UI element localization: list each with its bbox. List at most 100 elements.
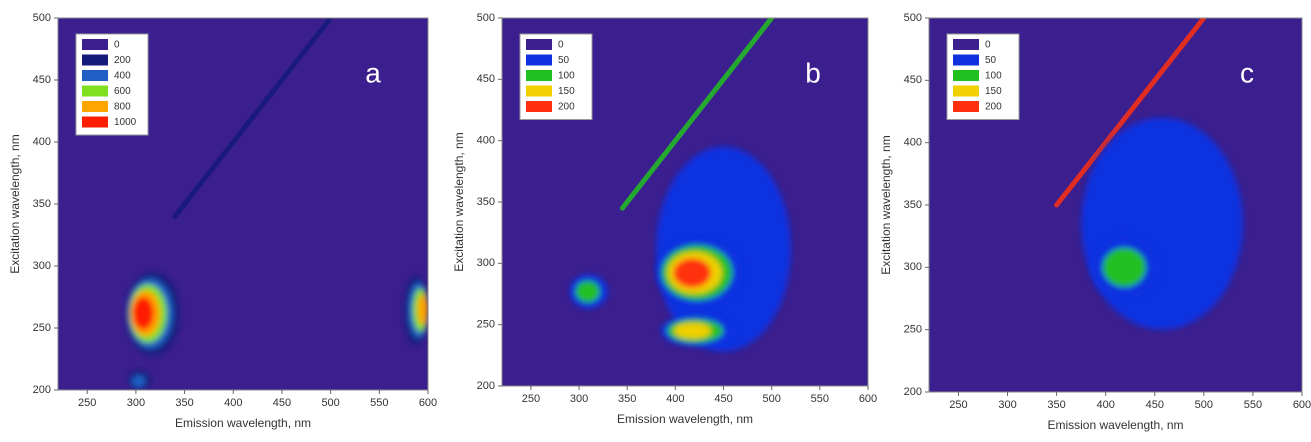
y-tick-label: 450 — [477, 73, 495, 85]
panel-label: a — [365, 57, 381, 88]
y-tick-label: 300 — [477, 257, 495, 269]
y-tick-label: 350 — [477, 196, 495, 208]
legend-swatch — [82, 70, 108, 81]
x-tick-label: 300 — [998, 399, 1016, 411]
legend-swatch — [82, 39, 108, 50]
x-tick-label: 250 — [522, 393, 540, 405]
legend-label: 200 — [558, 102, 575, 113]
y-tick-label: 500 — [904, 12, 922, 24]
legend-swatch — [82, 116, 108, 128]
legend-swatch — [953, 70, 979, 81]
x-tick-label: 500 — [321, 397, 339, 409]
legend-label: 0 — [114, 40, 120, 51]
panel-label: c — [1240, 57, 1254, 88]
x-axis-label: Emission wavelength, nm — [617, 412, 753, 426]
x-tick-label: 450 — [714, 393, 732, 405]
y-tick-label: 350 — [904, 199, 922, 211]
legend-label: 400 — [114, 71, 131, 82]
peak — [403, 275, 428, 346]
y-axis-label: Excitation wavelength, nm — [452, 132, 466, 271]
y-tick-label: 200 — [904, 386, 922, 398]
y-tick-label: 200 — [33, 384, 51, 396]
y-tick-label: 250 — [904, 324, 922, 336]
contour-level — [131, 375, 146, 388]
legend-label: 100 — [558, 71, 575, 82]
x-tick-label: 600 — [1293, 399, 1311, 411]
y-tick-label: 450 — [33, 74, 51, 86]
contour-level — [575, 280, 600, 303]
x-tick-label: 550 — [811, 393, 829, 405]
panel: 250 300 350 400 450 500 550 6002002503003504004… — [879, 12, 1311, 432]
legend-swatch — [526, 70, 552, 81]
x-tick-label: 400 — [224, 397, 242, 409]
legend-label: 100 — [985, 71, 1002, 82]
peak — [128, 370, 151, 390]
plot-area — [1054, 18, 1244, 330]
x-tick-label: 350 — [1047, 399, 1065, 411]
x-tick-label: 550 — [1244, 399, 1262, 411]
x-axis-label: Emission wavelength, nm — [175, 416, 311, 430]
legend-label: 800 — [114, 102, 131, 113]
y-axis-label: Excitation wavelength, nm — [879, 135, 893, 274]
legend-swatch — [526, 39, 552, 50]
legend-label: 0 — [558, 40, 564, 51]
y-tick-label: 200 — [477, 380, 495, 392]
peak — [1090, 236, 1160, 299]
scatter-line — [1054, 18, 1207, 208]
x-tick-label: 450 — [273, 397, 291, 409]
legend-label: 150 — [985, 86, 1002, 97]
contour-level — [674, 322, 712, 339]
y-tick-label: 400 — [477, 135, 495, 147]
panel: 250 300 350 400 450 500 550 6002002503003504004… — [452, 12, 877, 426]
legend-label: 0 — [985, 40, 991, 51]
y-tick-label: 350 — [33, 198, 51, 210]
x-tick-label: 400 — [1097, 399, 1115, 411]
x-tick-label: 250 — [949, 399, 967, 411]
legend-label: 600 — [114, 86, 131, 97]
contour-level — [132, 296, 154, 330]
legend-swatch — [82, 54, 108, 66]
legend-swatch — [82, 85, 108, 97]
legend-label: 50 — [985, 55, 997, 66]
y-tick-label: 300 — [904, 261, 922, 273]
legend-label: 200 — [985, 102, 1002, 113]
x-tick-label: 550 — [370, 397, 388, 409]
x-tick-label: 400 — [666, 393, 684, 405]
legend-swatch — [526, 101, 552, 112]
x-axis-label: Emission wavelength, nm — [1047, 418, 1183, 432]
y-tick-label: 250 — [33, 322, 51, 334]
contour-level — [1081, 117, 1244, 330]
y-tick-label: 500 — [33, 12, 51, 24]
y-tick-label: 400 — [33, 136, 51, 148]
legend-label: 50 — [558, 55, 570, 66]
x-tick-label: 350 — [175, 397, 193, 409]
panel-label: b — [805, 57, 821, 88]
y-axis-label: Excitation wavelength, nm — [8, 134, 22, 273]
legend-swatch — [953, 101, 979, 112]
legend-swatch — [953, 85, 979, 97]
x-tick-label: 250 — [78, 397, 96, 409]
peak — [569, 274, 608, 309]
legend-swatch — [953, 39, 979, 50]
y-tick-label: 250 — [477, 319, 495, 331]
x-tick-label: 300 — [127, 397, 145, 409]
y-tick-label: 300 — [33, 260, 51, 272]
x-tick-label: 600 — [859, 393, 877, 405]
scatter-line — [619, 18, 775, 211]
peak — [1081, 117, 1244, 330]
y-tick-label: 500 — [477, 12, 495, 24]
legend-swatch — [953, 54, 979, 66]
y-tick-label: 450 — [904, 74, 922, 86]
peak — [660, 314, 736, 347]
contour-level — [1102, 247, 1146, 287]
legend-label: 1000 — [114, 117, 137, 128]
panel: 250 300 350 400 450 500 550 600 200 250 300 350 400 4… — [8, 12, 437, 430]
peak — [126, 272, 180, 356]
legend-swatch — [526, 85, 552, 97]
y-tick-label: 400 — [904, 137, 922, 149]
legend-label: 200 — [114, 55, 131, 66]
contour-level — [673, 258, 712, 288]
x-tick-label: 350 — [618, 393, 636, 405]
legend-swatch — [526, 54, 552, 66]
